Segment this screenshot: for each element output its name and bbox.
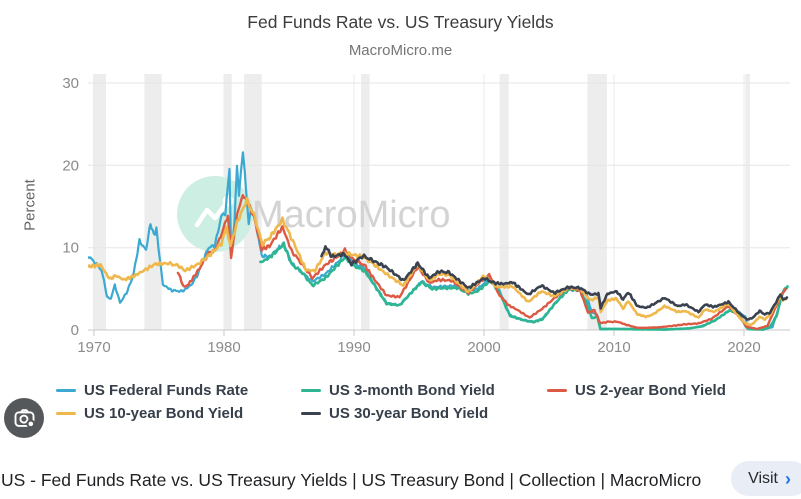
recession-band (745, 74, 750, 330)
visit-button[interactable]: Visit › (731, 461, 801, 496)
recession-band (93, 74, 106, 330)
legend-item-2-year[interactable]: US 2-year Bond Yield (547, 381, 726, 400)
legend-item-fed-funds[interactable]: US Federal Funds Rate (56, 381, 301, 400)
recession-band (499, 74, 509, 330)
chart-subtitle: MacroMicro.me (348, 42, 453, 59)
legend-label: US 30-year Bond Yield (329, 405, 489, 422)
recession-band (244, 74, 262, 330)
x-tick-label: 2010 (597, 339, 630, 356)
chart-title: Fed Funds Rate vs. US Treasury Yields (247, 12, 554, 32)
recession-band (587, 74, 607, 330)
legend-swatch-icon (301, 411, 321, 416)
x-tick-label: 1990 (337, 339, 370, 356)
camera-icon (13, 407, 36, 430)
chart-plot-area[interactable]: 0 10 20 30 1970 1980 1990 2000 2010 2020 MacroMicr… (0, 62, 801, 362)
y-tick-label: 20 (62, 157, 79, 174)
legend-label: US 3-month Bond Yield (329, 382, 495, 399)
chevron-right-icon: › (785, 468, 791, 489)
visit-label: Visit (748, 469, 778, 487)
x-tick-label: 2020 (727, 339, 760, 356)
legend-item-30-year[interactable]: US 30-year Bond Yield (301, 404, 547, 423)
series-5-line (320, 245, 789, 321)
series-4-line (88, 196, 789, 326)
legend-item-3-month[interactable]: US 3-month Bond Yield (301, 381, 547, 400)
legend-item-10-year[interactable]: US 10-year Bond Yield (56, 404, 301, 423)
legend-swatch-icon (56, 388, 76, 393)
recession-band (361, 74, 370, 330)
y-tick-label: 30 (62, 75, 79, 92)
recession-band (144, 74, 162, 330)
legend-label: US Federal Funds Rate (84, 382, 249, 399)
x-tick-label: 1980 (207, 339, 240, 356)
legend-swatch-icon (547, 388, 567, 393)
svg-text:MacroMicro: MacroMicro (252, 194, 450, 236)
x-tick-label: 2000 (467, 339, 500, 356)
legend-swatch-icon (301, 388, 321, 393)
y-tick-label: 10 (62, 240, 79, 257)
legend-label: US 2-year Bond Yield (575, 382, 726, 399)
footer-title: US - Fed Funds Rate vs. US Treasury Yiel… (1, 470, 702, 490)
series-3-line (176, 194, 787, 331)
y-axis-title: Percent (21, 179, 39, 231)
chart-legend: US Federal Funds Rate US 3-month Bond Yi… (56, 381, 726, 423)
x-tick-label: 1970 (77, 339, 110, 356)
camera-search-button[interactable] (4, 398, 44, 438)
legend-label: US 10-year Bond Yield (84, 405, 244, 422)
y-tick-label: 0 (71, 322, 79, 339)
legend-swatch-icon (56, 411, 76, 416)
